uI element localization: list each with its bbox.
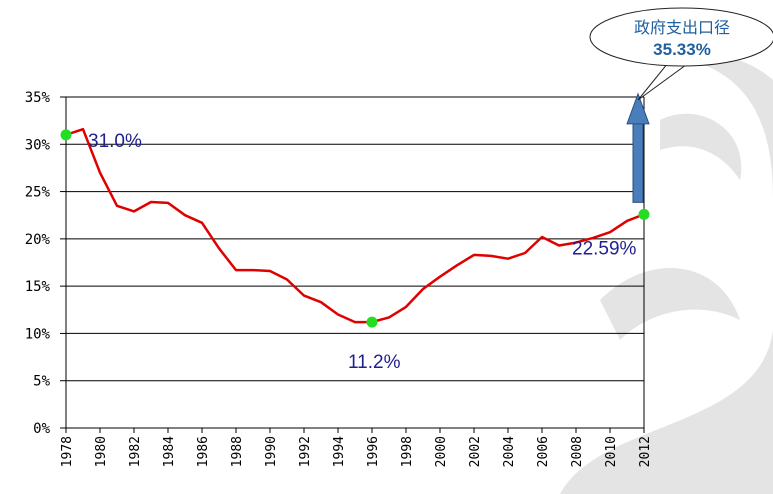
arrow-shaft [632,121,644,203]
callout-bubble: 政府支出口径 35.33% [589,7,773,101]
series-lines [65,127,645,324]
y-tick-label: 10% [25,326,51,342]
x-tick-label: 1992 [298,436,313,467]
x-tick-label: 2010 [604,436,619,467]
y-tick-label: 25% [25,185,51,201]
data-label: 31.0% [88,131,142,152]
x-tick-label: 2002 [468,436,483,467]
y-tick-label: 5% [33,374,50,390]
highlight-point [60,129,72,141]
highlight-point [638,208,650,220]
arrow-head [626,92,650,125]
y-tick-label: 15% [25,279,51,295]
y-tick-label: 0% [33,421,50,437]
data-labels: 31.0% 11.2% 22.59% [88,131,637,373]
axes [65,97,645,429]
x-tick-label: 1978 [60,436,75,467]
x-tick-label: 2012 [638,436,653,467]
callout-line1: 政府支出口径 [634,18,730,37]
x-tick-label: 1996 [366,436,381,467]
x-tick-label: 1984 [162,436,177,467]
series-line [65,127,645,324]
x-tick-label: 1994 [332,436,347,467]
y-tick-label: 35% [25,90,51,106]
x-tick-label: 1998 [400,436,415,467]
x-tick-label: 2008 [570,436,585,467]
highlight-point [366,316,378,328]
data-label: 11.2% [348,352,401,373]
x-tick-label: 1980 [94,436,109,467]
x-tick-label: 1988 [230,436,245,467]
y-tick-label: 20% [25,232,51,248]
gridlines [66,96,644,429]
data-label: 22.59% [572,238,637,259]
highlight-points [60,129,650,328]
y-tick-label: 30% [25,137,51,153]
y-axis-ticks: 0% 5% 10% 15% 20% 25% 30% 35% [25,90,66,437]
x-tick-label: 1990 [264,436,279,467]
increase-arrow [626,92,650,203]
x-tick-label: 2000 [434,436,449,467]
x-axis-ticks: 1978 1980 1982 1984 1986 1988 1990 1992 1994 1996… [60,428,653,467]
x-tick-label: 1986 [196,436,211,467]
x-tick-label: 2004 [502,436,517,467]
x-tick-label: 1982 [128,436,143,467]
callout-line2: 35.33% [653,40,711,59]
x-tick-label: 2006 [536,436,551,467]
